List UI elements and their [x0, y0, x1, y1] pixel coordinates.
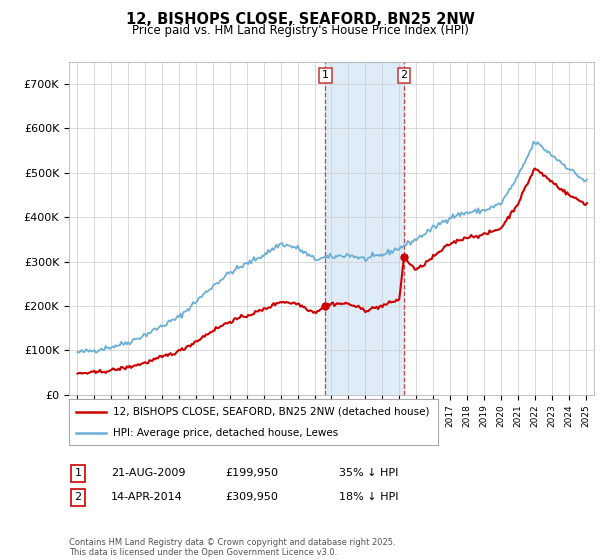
Text: 12, BISHOPS CLOSE, SEAFORD, BN25 2NW: 12, BISHOPS CLOSE, SEAFORD, BN25 2NW [125, 12, 475, 27]
Text: 12, BISHOPS CLOSE, SEAFORD, BN25 2NW (detached house): 12, BISHOPS CLOSE, SEAFORD, BN25 2NW (de… [113, 407, 430, 417]
Text: 14-APR-2014: 14-APR-2014 [111, 492, 183, 502]
Text: Price paid vs. HM Land Registry's House Price Index (HPI): Price paid vs. HM Land Registry's House … [131, 24, 469, 37]
Text: HPI: Average price, detached house, Lewes: HPI: Average price, detached house, Lewe… [113, 428, 338, 438]
Text: 18% ↓ HPI: 18% ↓ HPI [339, 492, 398, 502]
Text: Contains HM Land Registry data © Crown copyright and database right 2025.
This d: Contains HM Land Registry data © Crown c… [69, 538, 395, 557]
Text: 35% ↓ HPI: 35% ↓ HPI [339, 468, 398, 478]
Text: £309,950: £309,950 [225, 492, 278, 502]
Text: 2: 2 [400, 71, 407, 81]
Text: 2: 2 [74, 492, 82, 502]
Text: 21-AUG-2009: 21-AUG-2009 [111, 468, 185, 478]
Text: 1: 1 [322, 71, 329, 81]
Bar [325, 62, 404, 395]
Text: £199,950: £199,950 [225, 468, 278, 478]
Text: 1: 1 [74, 468, 82, 478]
